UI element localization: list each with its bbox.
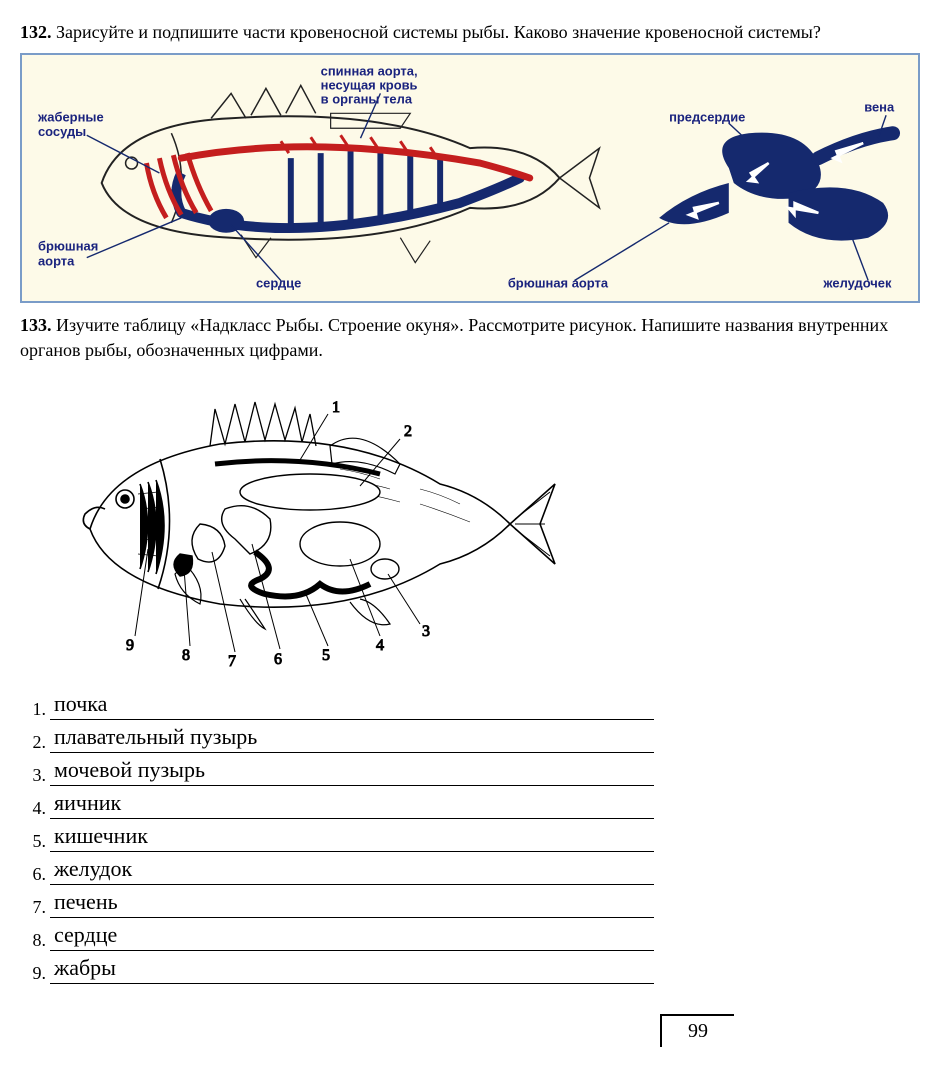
answer-row: 5. кишечник [20,823,920,852]
answer-text: кишечник [50,823,654,852]
answer-num: 5. [20,831,50,852]
answer-row: 8. сердце [20,922,920,951]
answer-row: 2. плавательный пузырь [20,724,920,753]
num-5: 5 [322,647,330,664]
perch-anatomy-diagram: 1 2 3 4 5 6 7 8 9 [40,374,560,679]
label-dorsal-aorta: спинная аорта, несущая кровь в органы те… [321,64,421,107]
circulatory-diagram: жаберные сосуды брюшная аорта сердце спи… [20,53,920,303]
task-132-text: Зарисуйте и подпишите части кровеносной … [56,22,821,42]
answer-text: мочевой пузырь [50,757,654,786]
circulatory-svg: жаберные сосуды брюшная аорта сердце спи… [32,63,908,293]
answer-num: 2. [20,732,50,753]
answer-num: 3. [20,765,50,786]
label-ventral-aorta2: брюшная аорта [508,276,609,291]
num-4: 4 [376,637,384,654]
page-number: 99 [660,1014,734,1047]
answer-row: 3. мочевой пузырь [20,757,920,786]
task-133-number: 133. [20,315,52,335]
answer-text: плавательный пузырь [50,724,654,753]
task-133-header: 133. Изучите таблицу «Надкласс Рыбы. Стр… [20,313,920,363]
answer-num: 7. [20,897,50,918]
heart-shape [208,209,244,233]
num-7: 7 [228,653,236,670]
num-2: 2 [404,423,412,440]
task-132-number: 132. [20,22,52,42]
answer-row: 7. печень [20,889,920,918]
answer-num: 4. [20,798,50,819]
answer-text: жабры [50,955,654,984]
answer-row: 6. желудок [20,856,920,885]
answer-text: желудок [50,856,654,885]
answer-row: 1. почка [20,691,920,720]
answer-row: 9. жабры [20,955,920,984]
answer-list: 1. почка 2. плавательный пузырь 3. мочев… [20,691,920,984]
answer-text: яичник [50,790,654,819]
num-6: 6 [274,651,282,668]
label-gill-vessels: жаберные сосуды [37,109,107,139]
num-8: 8 [182,647,190,664]
label-atrium: предсердие [669,109,745,124]
answer-num: 8. [20,930,50,951]
answer-num: 9. [20,963,50,984]
answer-text: печень [50,889,654,918]
label-heart: сердце [256,276,301,291]
answer-row: 4. яичник [20,790,920,819]
answer-text: сердце [50,922,654,951]
num-9: 9 [126,637,134,654]
num-1: 1 [332,399,340,416]
num-3: 3 [422,623,430,640]
task-132-header: 132. Зарисуйте и подпишите части кровено… [20,20,920,45]
heart-detail [659,133,893,241]
label-ventral-aorta: брюшная аорта [38,239,102,269]
task-133-text: Изучите таблицу «Надкласс Рыбы. Строение… [20,315,888,360]
label-ventricle: желудочек [822,276,892,291]
answer-num: 1. [20,699,50,720]
answer-text: почка [50,691,654,720]
label-vein: вена [864,99,895,114]
answer-num: 6. [20,864,50,885]
